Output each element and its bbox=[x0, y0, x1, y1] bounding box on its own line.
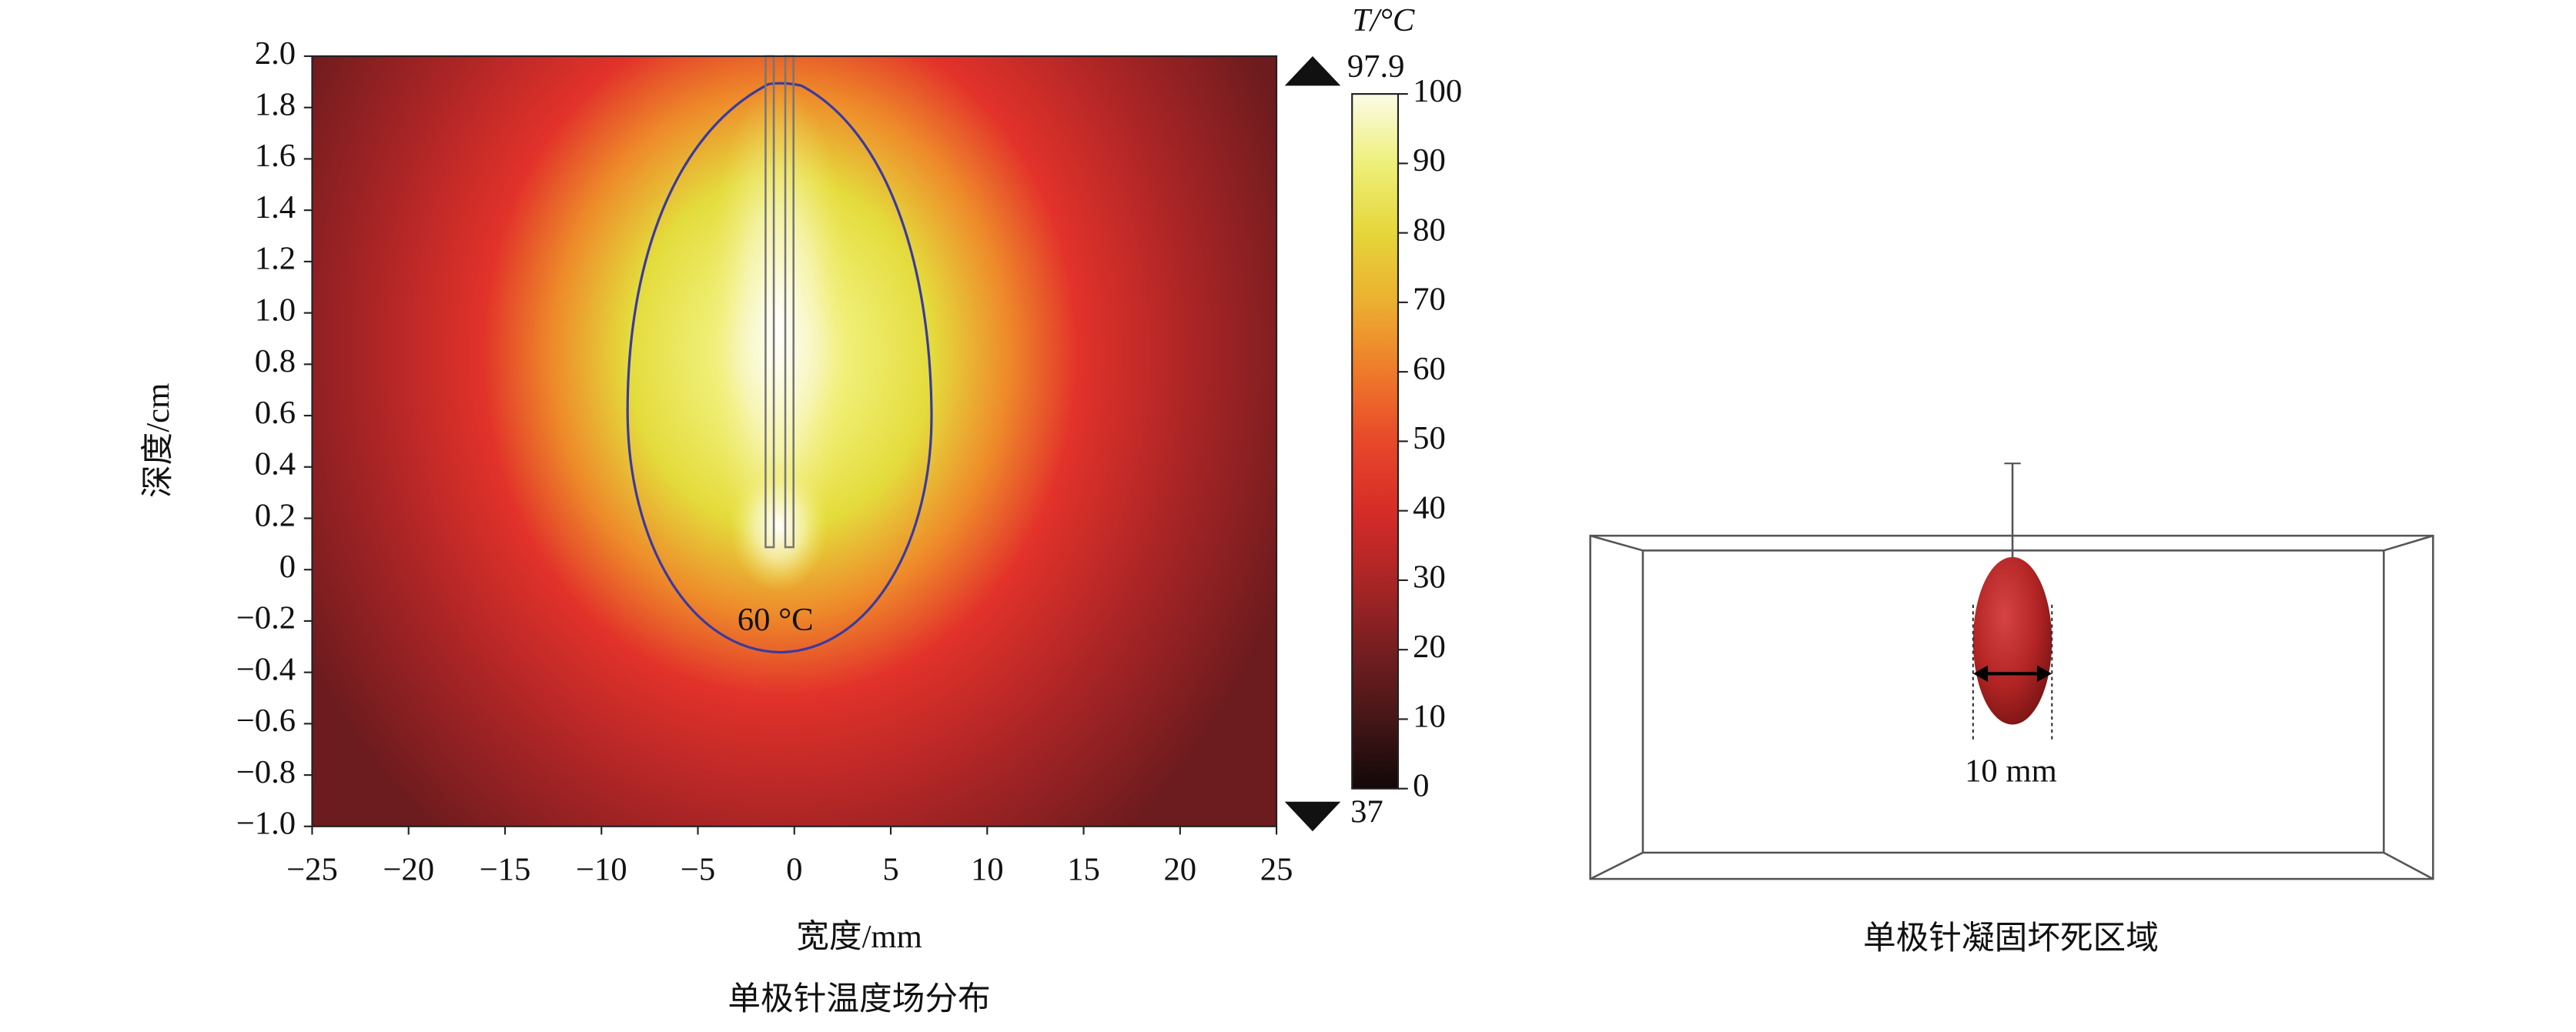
colorbar-tick-label: 30 bbox=[1413, 559, 1446, 596]
x-tick-label: −20 bbox=[383, 851, 434, 887]
x-tick-label: 15 bbox=[1067, 851, 1100, 887]
colorbar-tick-label: 50 bbox=[1413, 420, 1446, 456]
heat-tip bbox=[729, 459, 828, 592]
min-label: 37 bbox=[1350, 794, 1383, 830]
y-tick-label: 0.8 bbox=[255, 343, 296, 379]
x-tick-label: −10 bbox=[576, 851, 627, 887]
contour-line bbox=[626, 82, 933, 654]
colorbar-tick-label: 80 bbox=[1413, 212, 1446, 248]
y-tick-label: 0.4 bbox=[255, 446, 296, 483]
colorbar-tick-label: 20 bbox=[1413, 629, 1446, 665]
x-tick-label: 0 bbox=[786, 851, 802, 887]
x-tick-label: 25 bbox=[1260, 851, 1293, 887]
colorbar bbox=[1351, 93, 1400, 790]
y-tick-label: 1.2 bbox=[255, 241, 296, 277]
min-marker bbox=[1284, 801, 1341, 832]
x-tick-label: 5 bbox=[882, 851, 898, 887]
y-tick-label: 1.8 bbox=[255, 87, 296, 123]
colorbar-tick-label: 0 bbox=[1413, 768, 1429, 804]
y-tick-label: −0.2 bbox=[236, 600, 296, 636]
chart-title: 单极针温度场分布 bbox=[728, 981, 990, 1017]
y-tick-label: −0.4 bbox=[236, 651, 296, 687]
heat-core bbox=[703, 82, 855, 576]
max-label: 97.9 bbox=[1347, 48, 1405, 85]
dimension-label: 10 mm bbox=[1965, 753, 2057, 789]
dim-arrow bbox=[2037, 665, 2052, 683]
y-tick-label: −1.0 bbox=[236, 806, 296, 842]
y-tick-label: 1.4 bbox=[255, 189, 296, 225]
y-tick-label: 1.6 bbox=[255, 138, 296, 174]
x-tick-label: 10 bbox=[971, 851, 1004, 887]
colorbar-tick-label: 90 bbox=[1413, 142, 1446, 179]
y-tick-label: 0.6 bbox=[255, 395, 296, 431]
x-tick-label: 20 bbox=[1163, 851, 1196, 887]
x-tick-label: −5 bbox=[681, 851, 715, 887]
y-tick-label: −0.6 bbox=[236, 703, 296, 739]
colorbar-title: T/°C bbox=[1352, 2, 1415, 38]
x-tick-label: −25 bbox=[286, 851, 338, 887]
contour-label: 60 °C bbox=[738, 602, 814, 638]
max-marker bbox=[1284, 56, 1341, 86]
colorbar-tick-label: 40 bbox=[1413, 489, 1446, 526]
y-tick-label: −0.8 bbox=[236, 754, 296, 790]
x-axis-label: 宽度/mm bbox=[796, 918, 922, 955]
y-tick-label: 0 bbox=[279, 549, 296, 585]
necrosis-zone bbox=[1972, 556, 2052, 725]
dim-arrow bbox=[1972, 665, 1989, 683]
colorbar-tick-label: 60 bbox=[1413, 351, 1446, 387]
colorbar-tick-label: 100 bbox=[1413, 73, 1462, 109]
x-tick-label: −15 bbox=[480, 851, 531, 887]
chart-title: 单极针凝固坏死区域 bbox=[1863, 920, 2159, 957]
y-tick-label: 1.0 bbox=[255, 292, 296, 328]
colorbar-tick-label: 70 bbox=[1413, 282, 1446, 318]
y-tick-label: 0.2 bbox=[255, 497, 296, 533]
y-axis-label: 深度/cm bbox=[140, 383, 176, 498]
y-tick-label: 2.0 bbox=[255, 35, 296, 72]
colorbar-tick-label: 10 bbox=[1413, 698, 1446, 734]
